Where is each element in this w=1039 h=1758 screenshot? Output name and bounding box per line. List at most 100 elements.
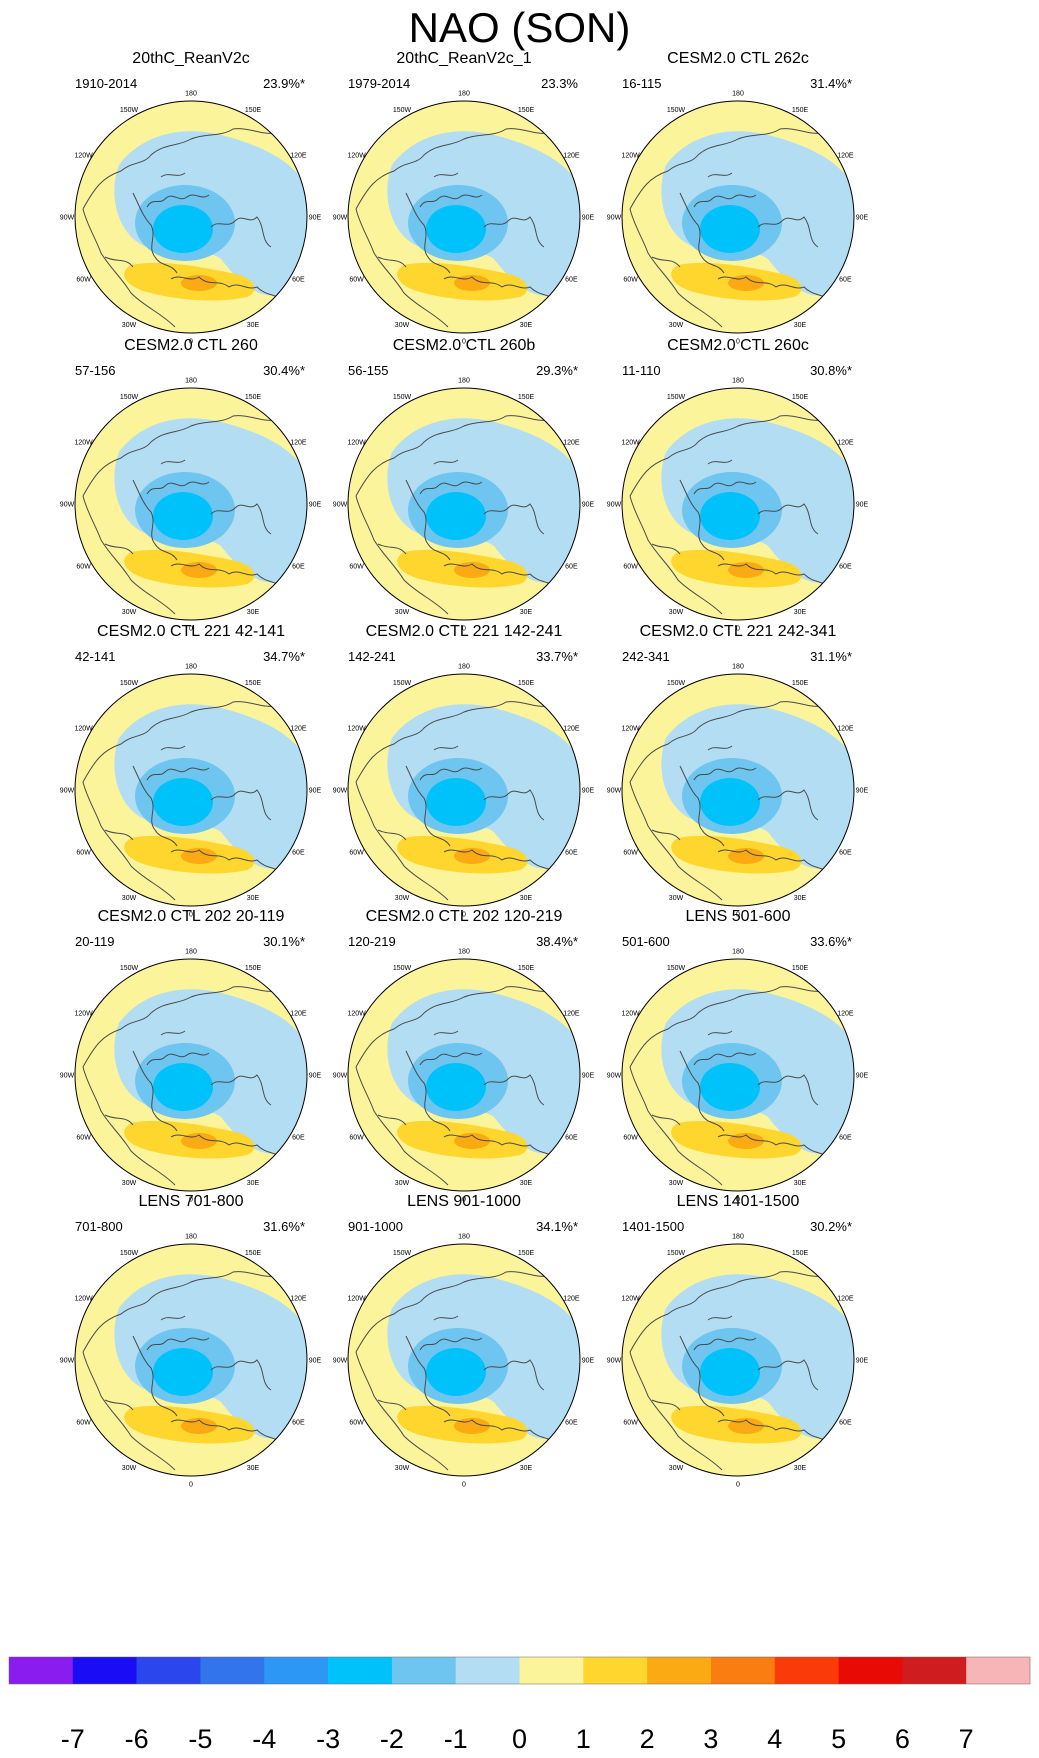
map-panel: 180 150E 120E 90E 60E 30E 0 30W 60W 90W 120W 150W CE… (60, 908, 322, 1204)
colorbar-border (8, 1656, 1031, 1685)
map-panel: 180 150E 120E 90E 60E 30E 0 30W 60W 90W 120W 150W CE… (333, 623, 595, 919)
longitude-label: 30W (122, 322, 137, 329)
colorbar-segment (902, 1657, 967, 1684)
colorbar-segment (136, 1657, 201, 1684)
panel-variance: 30.1%* (263, 934, 305, 949)
longitude-label: 150E (245, 965, 262, 972)
longitude-label: 120W (621, 1011, 640, 1018)
longitude-label: 180 (185, 378, 197, 385)
colorbar-tick-label: -2 (380, 1724, 404, 1754)
longitude-label: 90W (60, 788, 75, 795)
panel-years: 901-1000 (348, 1219, 403, 1234)
panel-title: LENS 701-800 (139, 1193, 244, 1210)
negative-core-contour (426, 492, 486, 540)
panel-title: LENS 501-600 (686, 908, 791, 925)
panel-title: CESM2.0 CTL 202 20-119 (98, 908, 285, 925)
longitude-label: 60E (292, 277, 305, 284)
panel-title: 20thC_ReanV2c (132, 50, 249, 67)
panel-title: LENS 901-1000 (407, 1193, 521, 1210)
longitude-label: 150W (393, 1250, 412, 1257)
panel-years: 242-341 (622, 649, 670, 664)
longitude-label: 90W (333, 1073, 348, 1080)
coastline (629, 986, 851, 1186)
panel-years: 11-110 (622, 363, 661, 378)
longitude-label: 60W (76, 564, 91, 571)
longitude-label: 60W (623, 1420, 638, 1427)
longitude-label: 30W (122, 1180, 137, 1187)
longitude-label: 60W (623, 850, 638, 857)
negative-core-contour (153, 205, 213, 253)
longitude-label: 30W (395, 609, 410, 616)
longitude-label: 90E (309, 215, 322, 222)
longitude-label: 30E (520, 322, 533, 329)
map-fill (75, 674, 307, 906)
longitude-label: 120E (563, 726, 580, 733)
longitude-label: 60E (565, 564, 578, 571)
longitude-label: 0 (736, 339, 740, 346)
map-panel: 180 150E 120E 90E 60E 30E 0 30W 60W 90W 120W 150W LE… (60, 1193, 322, 1489)
longitude-label: 60E (292, 850, 305, 857)
colorbar-tick-label: -5 (188, 1724, 212, 1754)
longitude-label: 180 (458, 1234, 470, 1241)
longitude-label: 150W (667, 965, 686, 972)
longitude-label: 120E (290, 1011, 307, 1018)
negative-core-contour (426, 205, 486, 253)
longitude-label: 120E (290, 726, 307, 733)
colorbar-tick-label: 5 (831, 1724, 846, 1754)
colorbar: -7 -6 -5 -4 -3 -2 -1 0 1 2 3 4 5 6 7 (8, 1656, 1031, 1754)
map-panel: 180 150E 120E 90E 60E 30E 0 30W 60W 90W 120W 150W 20… (333, 50, 595, 346)
longitude-label: 30E (520, 1180, 533, 1187)
longitude-label: 90E (309, 502, 322, 509)
longitude-label: 30W (122, 895, 137, 902)
map-fill (622, 674, 854, 906)
longitude-label: 60E (565, 1135, 578, 1142)
longitude-label: 180 (185, 91, 197, 98)
longitude-label: 60W (76, 277, 91, 284)
longitude-label: 90E (856, 502, 869, 509)
colorbar-segment (647, 1657, 712, 1684)
longitude-label: 120E (837, 440, 854, 447)
longitude-label: 0 (189, 339, 193, 346)
longitude-label: 0 (189, 1482, 193, 1489)
longitude-label: 90W (607, 502, 622, 509)
map-panel: 180 150E 120E 90E 60E 30E 0 30W 60W 90W 120W 150W CE… (60, 623, 322, 919)
colorbar-segment (966, 1657, 1031, 1684)
panel-variance: 31.1%* (810, 649, 852, 664)
colorbar-segment (200, 1657, 265, 1684)
longitude-label: 60W (349, 1135, 364, 1142)
longitude-label: 0 (736, 1482, 740, 1489)
negative-core-contour (700, 205, 760, 253)
longitude-label: 150W (120, 1250, 139, 1257)
longitude-label: 180 (185, 1234, 197, 1241)
longitude-label: 90E (309, 1073, 322, 1080)
longitude-label: 90E (582, 215, 595, 222)
negative-core-contour (700, 778, 760, 826)
longitude-label: 150W (393, 680, 412, 687)
map-panel: 180 150E 120E 90E 60E 30E 0 30W 60W 90W 120W 150W LE… (607, 1193, 869, 1489)
longitude-label: 150E (245, 680, 262, 687)
panel-years: 1910-2014 (75, 76, 137, 91)
coastline (82, 986, 304, 1186)
map-fill (622, 1244, 854, 1476)
longitude-label: 120W (347, 153, 366, 160)
longitude-label: 120E (563, 1011, 580, 1018)
panel-variance: 31.6%* (263, 1219, 305, 1234)
longitude-label: 30W (669, 322, 684, 329)
map-fill (75, 959, 307, 1191)
longitude-label: 120E (837, 726, 854, 733)
longitude-label: 30W (395, 1465, 410, 1472)
negative-core-contour (153, 1348, 213, 1396)
longitude-label: 120W (621, 440, 640, 447)
colorbar-tick-label: 6 (895, 1724, 910, 1754)
longitude-label: 30W (395, 1180, 410, 1187)
longitude-label: 60W (76, 1135, 91, 1142)
longitude-label: 150E (245, 1250, 262, 1257)
panel-variance: 33.6%* (810, 934, 852, 949)
map-fill (348, 388, 580, 620)
negative-core-contour (700, 1348, 760, 1396)
longitude-label: 30W (669, 895, 684, 902)
map-panel: 180 150E 120E 90E 60E 30E 0 30W 60W 90W 120W 150W 20… (60, 50, 322, 346)
longitude-label: 150E (518, 107, 535, 114)
longitude-label: 60W (349, 850, 364, 857)
